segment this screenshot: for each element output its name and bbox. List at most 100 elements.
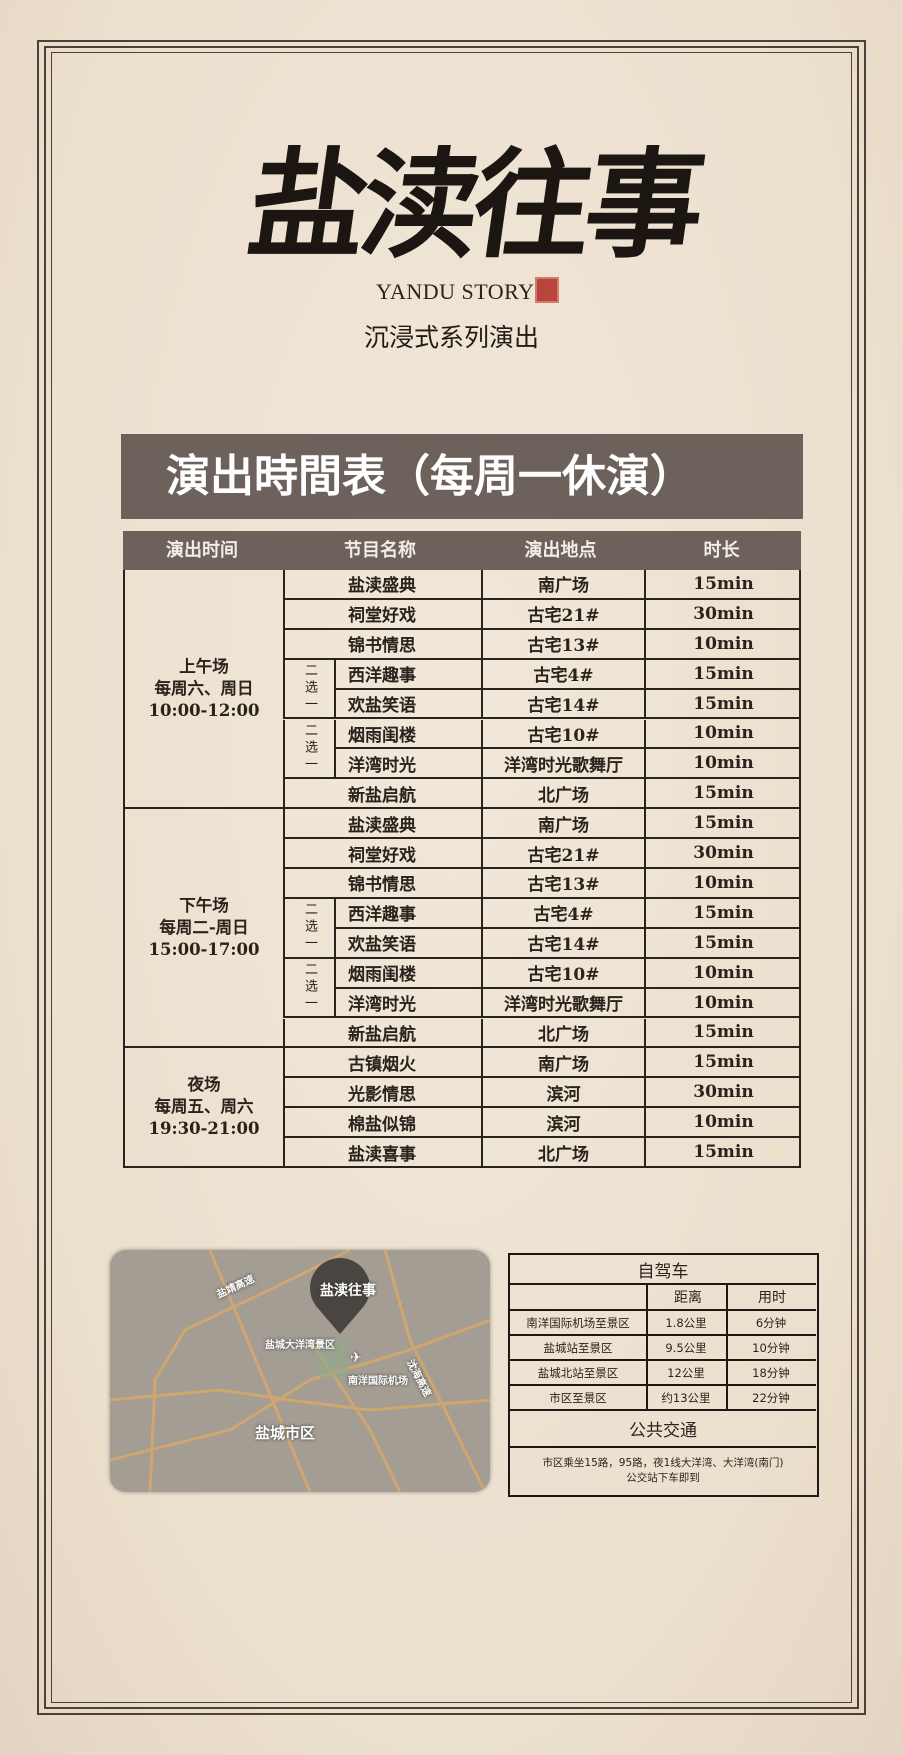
venue: 洋湾时光歌舞厅 [481, 988, 644, 1019]
route: 盐城北站至景区 [510, 1361, 646, 1386]
schedule-table: 上午场 每周六、周日 10:00-12:00 二选一 二选一 盐渎盛典 南广场 15min 祠堂… [123, 570, 801, 1168]
duration: 15min [644, 809, 801, 840]
program-name: 祠堂好戏 [283, 839, 481, 869]
distance: 12公里 [646, 1361, 726, 1386]
duration: 15min [644, 1138, 801, 1168]
duration: 15min [644, 689, 801, 720]
driving-title: 自驾车 [510, 1255, 816, 1285]
venue: 南广场 [481, 1048, 644, 1079]
duration: 15min [644, 898, 801, 929]
session-cell: 下午场 每周二-周日 15:00-17:00 [125, 809, 283, 1049]
location-pin-icon [310, 1258, 370, 1334]
venue: 古宅4# [481, 659, 644, 690]
venue: 古宅13# [481, 629, 644, 660]
program-name: 棉盐似锦 [283, 1108, 481, 1139]
venue: 古宅10# [481, 719, 644, 750]
venue: 古宅21# [481, 599, 644, 630]
program-name: 锦书情思 [283, 629, 481, 660]
airplane-icon: ✈ [350, 1350, 362, 1366]
frame-inner [51, 52, 852, 1703]
location-map[interactable]: 盐渎往事 盐靖高速 盐城大洋湾景区 ✈ 南洋国际机场 沈海高速 盐城市区 [110, 1250, 490, 1492]
header-time: 用时 [758, 1290, 786, 1306]
distance: 约13公里 [646, 1386, 726, 1411]
drive-time: 18分钟 [726, 1361, 816, 1386]
drive-time: 22分钟 [726, 1386, 816, 1411]
map-roads [110, 1250, 490, 1492]
duration: 15min [644, 1018, 801, 1049]
session-time: 10:00-12:00 [148, 700, 260, 720]
venue: 古宅10# [481, 958, 644, 989]
program-name: 欢盐笑语 [334, 928, 481, 959]
pick-one-marker: 二选一 [283, 719, 334, 780]
session-cell: 夜场 每周五、周六 19:30-21:00 [125, 1048, 283, 1168]
duration: 10min [644, 629, 801, 660]
route: 盐城站至景区 [510, 1336, 646, 1361]
duration: 15min [644, 779, 801, 810]
program-name: 锦书情思 [283, 869, 481, 899]
route: 南洋国际机场至景区 [510, 1311, 646, 1336]
program-name: 光影情思 [283, 1078, 481, 1109]
program-name: 欢盐笑语 [334, 689, 481, 720]
public-text-2: 公交站下车即到 [626, 1472, 700, 1484]
distance: 1.8公里 [646, 1311, 726, 1336]
venue: 北广场 [481, 1018, 644, 1049]
english-title: YANDU STORY [376, 279, 535, 304]
session-name: 上午场 [179, 656, 229, 676]
distance: 9.5公里 [646, 1336, 726, 1361]
venue: 北广场 [481, 1138, 644, 1168]
red-seal-icon [535, 277, 559, 303]
program-name: 盐渎喜事 [283, 1138, 481, 1168]
duration: 10min [644, 719, 801, 750]
program-name: 烟雨闺楼 [334, 958, 481, 989]
program-name: 祠堂好戏 [283, 599, 481, 630]
venue: 古宅21# [481, 839, 644, 869]
header-venue: 演出地点 [524, 540, 597, 561]
route: 市区至景区 [510, 1386, 646, 1411]
drive-time: 10分钟 [726, 1336, 816, 1361]
venue: 南广场 [481, 809, 644, 840]
duration: 10min [644, 869, 801, 899]
venue: 洋湾时光歌舞厅 [481, 749, 644, 780]
duration: 15min [644, 928, 801, 959]
program-name: 盐渎盛典 [283, 809, 481, 840]
program-name: 新盐启航 [283, 779, 481, 810]
duration: 30min [644, 599, 801, 630]
venue: 北广场 [481, 779, 644, 810]
program-name: 西洋趣事 [334, 659, 481, 690]
frame-middle [44, 46, 859, 1709]
duration: 10min [644, 1108, 801, 1139]
header-program: 节目名称 [344, 540, 416, 561]
venue: 滨河 [481, 1108, 644, 1139]
public-text-1: 市区乘坐15路，95路，夜1线大洋湾、大洋湾(南门) [542, 1457, 784, 1469]
session-name: 夜场 [187, 1075, 221, 1095]
table-header: 演出时间 节目名称 演出地点 时长 [123, 531, 801, 570]
duration: 10min [644, 749, 801, 780]
session-name: 下午场 [179, 895, 229, 915]
drive-time: 6分钟 [726, 1311, 816, 1336]
transport-rows: 南洋国际机场至景区 1.8公里 6分钟 盐城站至景区 9.5公里 10分钟 盐城北站至景区 1… [510, 1311, 816, 1411]
map-label-scenic: 盐城大洋湾景区 [265, 1340, 335, 1351]
pick-one-marker: 二选一 [283, 958, 334, 1019]
session-cell: 上午场 每周六、周日 10:00-12:00 [125, 570, 283, 810]
duration: 10min [644, 958, 801, 989]
duration: 30min [644, 1078, 801, 1109]
duration: 15min [644, 659, 801, 690]
divider [646, 1285, 648, 1411]
header-distance: 距离 [674, 1290, 702, 1306]
venue: 南广场 [481, 570, 644, 600]
program-name: 西洋趣事 [334, 898, 481, 929]
pick-one-marker: 二选一 [283, 898, 334, 959]
divider [726, 1285, 728, 1411]
duration: 15min [644, 1048, 801, 1079]
session-time: 19:30-21:00 [148, 1119, 260, 1139]
public-title: 公共交通 [510, 1411, 816, 1448]
transport-header-row: 距离 用时 [510, 1285, 816, 1311]
pick-one-marker: 二选一 [283, 659, 334, 720]
public-info: 市区乘坐15路，95路，夜1线大洋湾、大洋湾(南门) 公交站下车即到 [510, 1448, 816, 1494]
program-name: 古镇烟火 [283, 1048, 481, 1079]
duration: 15min [644, 570, 801, 600]
header-duration: 时长 [703, 540, 740, 561]
program-name: 新盐启航 [283, 1018, 481, 1049]
venue: 古宅14# [481, 689, 644, 720]
venue: 滨河 [481, 1078, 644, 1109]
